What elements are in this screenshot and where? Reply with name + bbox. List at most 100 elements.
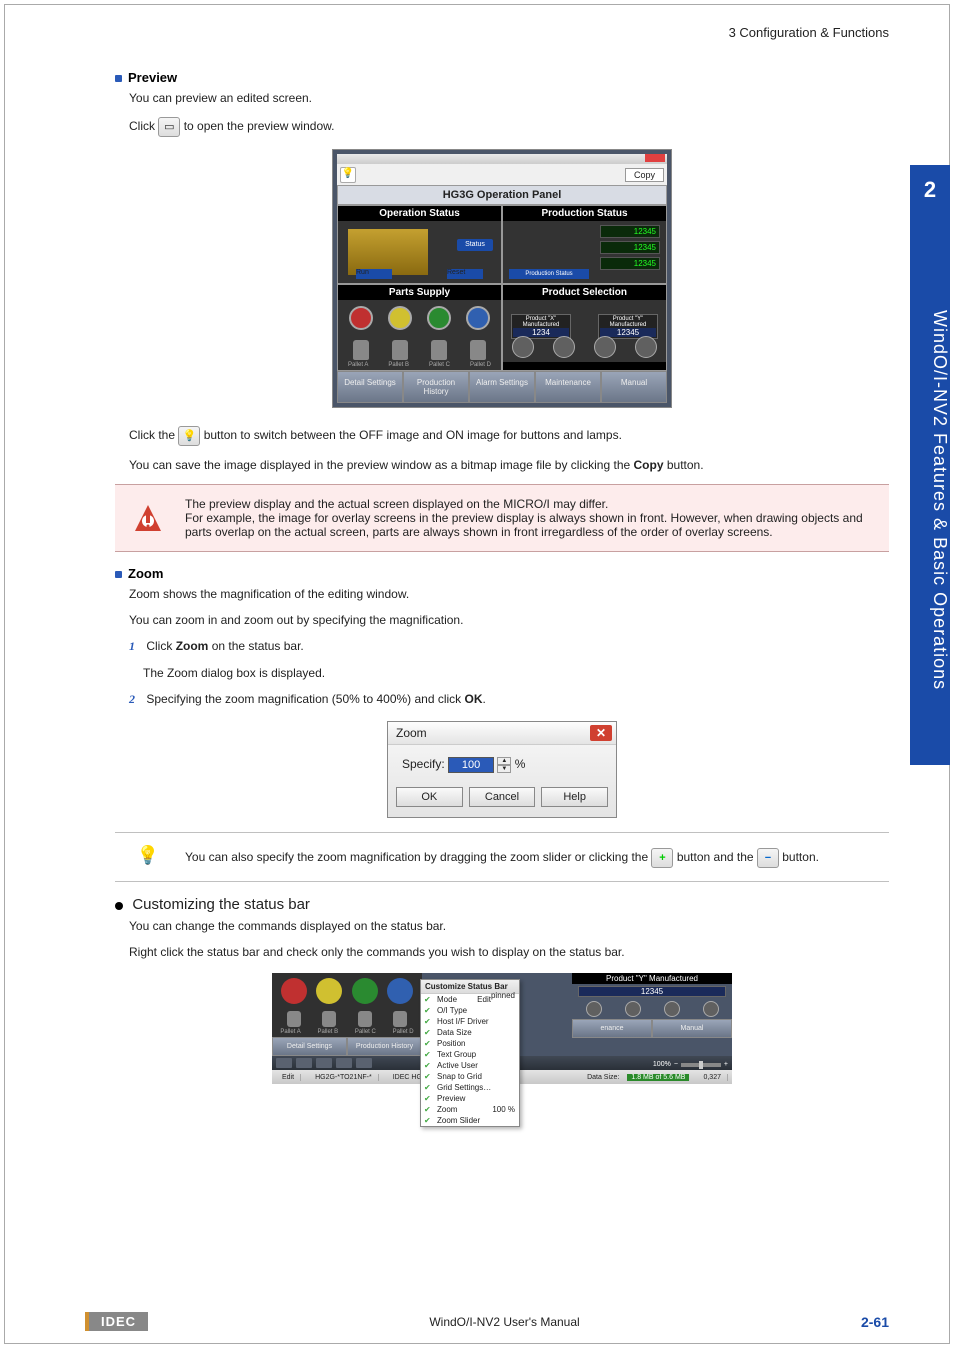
pallet-icon xyxy=(353,340,369,360)
warn-line-1: The preview display and the actual scree… xyxy=(185,497,875,511)
pallet-icon xyxy=(358,1011,372,1027)
sel-circle xyxy=(512,336,534,358)
breadcrumb: 3 Configuration & Functions xyxy=(85,25,889,40)
btn-manual[interactable]: Manual xyxy=(601,371,667,403)
btn-maintenance[interactable]: enance xyxy=(572,1019,652,1038)
menu-head: Customize Status Bar pinned xyxy=(421,980,519,994)
bulb-icon: 💡 xyxy=(178,426,200,446)
zoom-desc-1: Zoom shows the magnification of the edit… xyxy=(129,587,889,601)
menu-item-mode[interactable]: ✔ModeEdit xyxy=(421,994,519,1005)
footer-manual-title: WindO/I-NV2 User's Manual xyxy=(429,1315,579,1329)
zoom-cancel-button[interactable]: Cancel xyxy=(469,787,536,807)
pallet-d-label: Pallet D xyxy=(470,362,491,368)
menu-item-gridsettings[interactable]: ✔Grid Settings… xyxy=(421,1082,519,1093)
btn-detail-settings[interactable]: Detail Settings xyxy=(272,1037,347,1056)
lamp-yellow xyxy=(388,306,412,330)
btn-production-history[interactable]: Production History xyxy=(347,1037,422,1056)
prod-y-value: 12345 xyxy=(578,986,726,997)
menu-item-hostif[interactable]: ✔Host I/F Driver xyxy=(421,1016,519,1027)
tip-note: 💡 You can also specify the zoom magnific… xyxy=(115,832,889,882)
sel-circle xyxy=(586,1001,602,1017)
sel-circle xyxy=(635,336,657,358)
btn-manual[interactable]: Manual xyxy=(652,1019,732,1038)
run-button[interactable]: Run xyxy=(356,269,392,279)
statusbar-context-menu: Customize Status Bar pinned ✔ModeEdit ✔O… xyxy=(420,979,520,1127)
lightbulb-icon: 💡 xyxy=(133,845,163,875)
quad-op-status-head: Operation Status xyxy=(338,206,501,221)
status-datasize-value: 1.8 MB of 5.6 MB xyxy=(627,1074,689,1081)
zoom-desc-2: You can zoom in and zoom out by specifyi… xyxy=(129,613,889,627)
chapter-tab-label: WindO/I-NV2 Features & Basic Operations xyxy=(910,205,950,765)
menu-item-oitype[interactable]: ✔O/I Type xyxy=(421,1005,519,1016)
zoom-specify-label: Specify: xyxy=(402,757,445,771)
btn-alarm-settings[interactable]: Alarm Settings xyxy=(469,371,535,403)
btn-production-history[interactable]: Production History xyxy=(403,371,469,403)
sel-circle xyxy=(703,1001,719,1017)
prod-status-button[interactable]: Production Status xyxy=(509,269,589,279)
lamp-blue xyxy=(466,306,490,330)
copy-button[interactable]: Copy xyxy=(625,168,664,182)
zoom-close-icon[interactable]: ✕ xyxy=(590,725,612,741)
section-preview-heading: Preview xyxy=(115,70,889,85)
close-icon[interactable] xyxy=(645,154,665,162)
quad-parts-supply-head: Parts Supply xyxy=(338,285,501,300)
pallet-c-label: Pallet C xyxy=(429,362,450,368)
quad-prod-status-head: Production Status xyxy=(503,206,666,221)
sel-circle xyxy=(594,336,616,358)
zoom-ok-button[interactable]: OK xyxy=(396,787,463,807)
footer-page-number: 2-61 xyxy=(861,1314,889,1330)
lamp-green xyxy=(427,306,451,330)
zoom-slider[interactable] xyxy=(681,1063,721,1067)
zoom-out-icon: − xyxy=(757,848,779,868)
quad-prod-sel-head: Product Selection xyxy=(503,285,666,300)
menu-item-zoom[interactable]: ✔Zoom100 % xyxy=(421,1104,519,1115)
status-mode: Edit xyxy=(276,1074,301,1081)
bulb-toggle-icon[interactable]: 💡 xyxy=(340,167,356,183)
statusbar-screenshot: Pallet A Pallet B Pallet C Pallet D Prod… xyxy=(272,973,732,1084)
btn-maintenance[interactable]: Maintenance xyxy=(535,371,601,403)
warn-line-2: For example, the image for overlay scree… xyxy=(185,511,875,539)
zoom-step-1: 1 Click Zoom on the status bar. xyxy=(129,639,889,654)
preview-desc-3: Click the 💡 button to switch between the… xyxy=(129,426,889,446)
menu-item-snapgrid[interactable]: ✔Snap to Grid xyxy=(421,1071,519,1082)
pallet-icon xyxy=(392,340,408,360)
zoom-percent-label: % xyxy=(515,757,526,771)
pallet-icon xyxy=(431,340,447,360)
pallet-icon xyxy=(393,1011,407,1027)
menu-item-datasize[interactable]: ✔Data Size xyxy=(421,1027,519,1038)
status-host: HG2G-*TO21NF-* xyxy=(309,1074,379,1081)
failed-box: 12345 xyxy=(600,257,660,270)
target-qty-box: 12345 xyxy=(600,225,660,238)
preview-window-titlebar xyxy=(337,154,667,164)
menu-item-position[interactable]: ✔Position xyxy=(421,1038,519,1049)
menu-item-preview[interactable]: ✔Preview xyxy=(421,1093,519,1104)
menu-item-textgroup[interactable]: ✔Text Group xyxy=(421,1049,519,1060)
reset-button[interactable]: Reset xyxy=(447,269,483,279)
pallet-icon xyxy=(470,340,486,360)
prod-y-head: Product "Y" Manufactured xyxy=(572,973,732,984)
menu-item-zoomslider[interactable]: ✔Zoom Slider xyxy=(421,1115,519,1126)
preview-desc-4: You can save the image displayed in the … xyxy=(129,458,889,472)
pallet-a-label: Pallet A xyxy=(348,362,368,368)
custom-desc-2: Right click the status bar and check onl… xyxy=(129,945,889,959)
lamp-red xyxy=(281,978,307,1004)
zoom-in-btn[interactable]: + xyxy=(724,1061,728,1068)
lamp-green xyxy=(352,978,378,1004)
pallet-b-label: Pallet B xyxy=(388,362,409,368)
zoom-help-button[interactable]: Help xyxy=(541,787,608,807)
section-zoom-heading: Zoom xyxy=(115,566,889,581)
zoom-value-input[interactable]: 100 xyxy=(448,757,494,773)
sel-circle xyxy=(553,336,575,358)
lamp-red xyxy=(349,306,373,330)
warning-note: The preview display and the actual scree… xyxy=(115,484,889,552)
section-custom-heading: Customizing the status bar xyxy=(115,896,889,913)
menu-item-activeuser[interactable]: ✔Active User xyxy=(421,1060,519,1071)
zoom-dialog: Zoom ✕ Specify: 100 ▲▼ % OK Cancel Help xyxy=(387,721,617,818)
lamp-yellow xyxy=(316,978,342,1004)
zoom-spinner[interactable]: ▲▼ xyxy=(497,757,511,773)
status-button[interactable]: Status xyxy=(457,239,493,251)
btn-detail-settings[interactable]: Detail Settings xyxy=(337,371,403,403)
footer-logo: IDEC xyxy=(85,1312,148,1331)
zoom-in-icon: + xyxy=(651,848,673,868)
zoom-out-btn[interactable]: − xyxy=(674,1061,678,1068)
